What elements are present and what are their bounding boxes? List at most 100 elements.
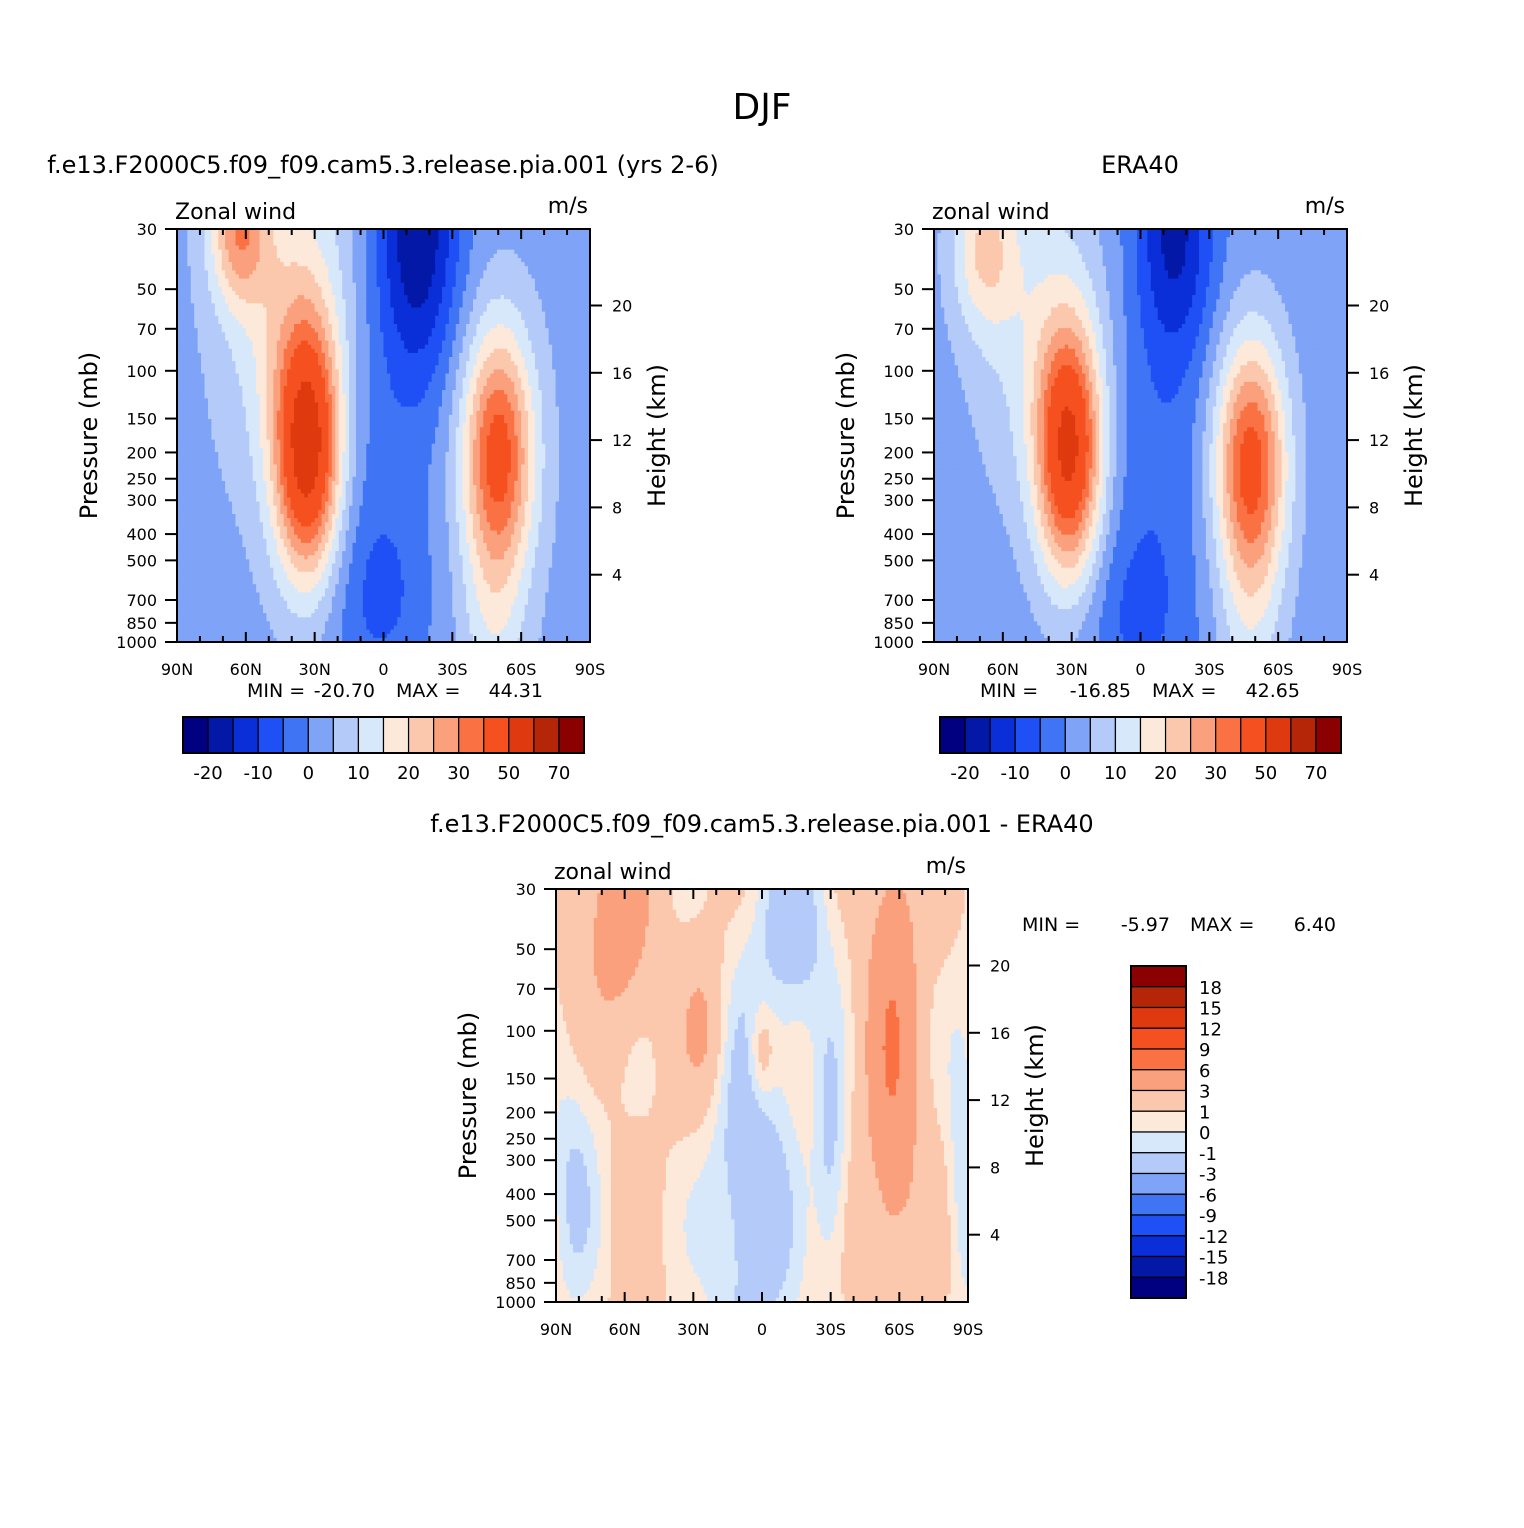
x-tick-label: 60S [506,660,537,679]
colorbar-box [1291,717,1316,753]
model-max-label: MAX = [396,680,460,702]
colorbar-label: 0 [1199,1123,1210,1144]
colorbar-box [1115,717,1140,753]
pressure-tick-label: 700 [883,591,914,610]
colorbar-label: 30 [1204,763,1227,784]
height-tick-label: 4 [612,566,622,585]
height-tick-label: 8 [990,1158,1000,1177]
colorbar-label: 6 [1199,1061,1210,1082]
colorbar-label: -18 [1199,1268,1228,1289]
pressure-tick-label: 250 [505,1130,536,1149]
pressure-tick-label: 150 [505,1070,536,1089]
pressure-tick-label: 70 [516,980,536,999]
y-right-axis-label: Height (km) [1021,1024,1049,1167]
pressure-tick-label: 700 [126,591,157,610]
colorbar-label: -15 [1199,1248,1228,1269]
colorbar-box [509,717,534,753]
pressure-tick-label: 700 [505,1251,536,1270]
colorbar-box [1131,1153,1186,1174]
colorbar-box [1266,717,1291,753]
colorbar-box [283,717,308,753]
x-tick-label: 30N [1056,660,1088,679]
colorbar-box [258,717,283,753]
pressure-tick-label: 150 [883,410,914,429]
pressure-tick-label: 850 [505,1274,536,1293]
height-tick-label: 16 [612,364,632,383]
height-tick-label: 16 [990,1024,1010,1043]
height-tick-label: 8 [1369,498,1379,517]
x-tick-label: 60N [609,1320,641,1339]
era40-max-value: 42.65 [1246,680,1300,702]
x-tick-label: 60N [987,660,1019,679]
colorbar-label: 0 [1060,763,1071,784]
era40-min-label: MIN = [980,680,1038,702]
pressure-tick-label: 300 [126,491,157,510]
pressure-tick-label: 100 [505,1022,536,1041]
colorbar-box [183,717,208,753]
x-tick-label: 0 [1135,660,1145,679]
colorbar-box [358,717,383,753]
x-tick-label: 90S [953,1320,984,1339]
pressure-tick-label: 30 [137,220,157,239]
colorbar-box [1015,717,1040,753]
left-string: zonal wind [554,860,672,885]
x-tick-label: 90N [918,660,950,679]
colorbar-label: 10 [347,763,370,784]
pressure-tick-label: 250 [126,470,157,489]
height-tick-label: 12 [1369,431,1389,450]
colorbar-box [233,717,258,753]
colorbar-label: -20 [193,763,222,784]
y-right-axis-label: Height (km) [643,364,671,507]
colorbar-label: 50 [497,763,520,784]
colorbar-label: -3 [1199,1165,1217,1186]
height-tick-label: 4 [1369,566,1379,585]
units-label: m/s [548,194,588,219]
x-tick-label: 60S [1263,660,1294,679]
colorbar-label: 3 [1199,1082,1210,1103]
model-panel-title: f.e13.F2000C5.f09_f09.cam5.3.release.pia… [47,151,718,179]
colorbar-label: 70 [1304,763,1327,784]
colorbar-label: -10 [1000,763,1029,784]
x-tick-label: 90S [1332,660,1363,679]
y-axis-label: Pressure (mb) [454,1012,482,1179]
era40-panel-title: ERA40 [1101,151,1179,179]
colorbar-box [1216,717,1241,753]
pressure-tick-label: 100 [883,362,914,381]
y-axis-label: Pressure (mb) [75,352,103,519]
x-tick-label: 0 [378,660,388,679]
colorbar-label: 1 [1199,1102,1210,1123]
colorbar-label: -20 [950,763,979,784]
colorbar-label: 20 [397,763,420,784]
colorbar-box [1131,1194,1186,1215]
pressure-tick-label: 150 [126,410,157,429]
height-tick-label: 4 [990,1226,1000,1245]
colorbar-box [1131,1070,1186,1091]
colorbar-box [1131,1215,1186,1236]
pressure-tick-label: 50 [894,280,914,299]
colorbar-label: 9 [1199,1040,1210,1061]
colorbar-box [1141,717,1166,753]
colorbar-box [384,717,409,753]
colorbar-label: 15 [1199,999,1222,1020]
colorbar-box [1131,966,1186,987]
difference-min-value: -5.97 [1121,914,1170,936]
pressure-tick-label: 850 [126,614,157,633]
height-tick-label: 16 [1369,364,1389,383]
colorbar-box [459,717,484,753]
colorbar-label: -6 [1199,1185,1217,1206]
colorbar-box [1131,1132,1186,1153]
x-tick-label: 30S [1194,660,1225,679]
left-string: zonal wind [932,200,1050,225]
colorbar-box [333,717,358,753]
figure-title: DJF [732,87,791,128]
colorbar-box [534,717,559,753]
era40-max-label: MAX = [1152,680,1216,702]
contour-field [934,229,1348,643]
pressure-tick-label: 70 [894,320,914,339]
y-right-axis-label: Height (km) [1400,364,1428,507]
